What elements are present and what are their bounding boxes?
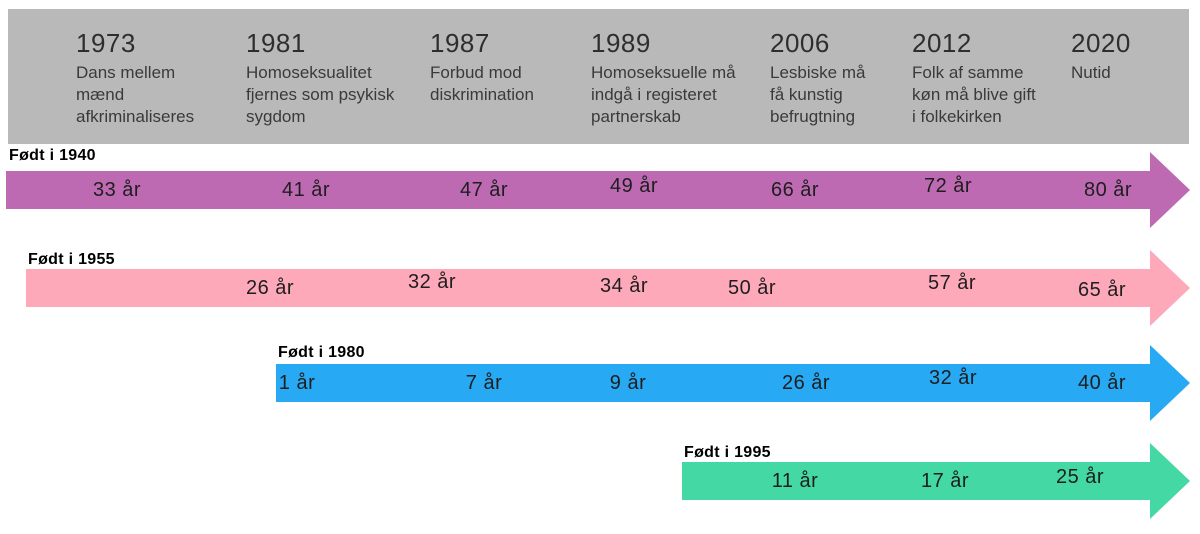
milestone-column: 1989 Homoseksuelle må indgå i registeret pa…: [591, 28, 736, 128]
arrowhead-icon: [1150, 250, 1190, 326]
timeline-bar: [682, 462, 1150, 500]
age-label: 47 år: [459, 179, 509, 201]
age-label: 25 år: [1055, 466, 1105, 488]
milestone-desc-line: afkriminaliseres: [76, 107, 195, 126]
milestone-desc-line: Lesbiske må: [770, 63, 866, 82]
milestone-desc-line: i folkekirken: [912, 107, 1002, 126]
milestone-desc-line: befrugtning: [770, 107, 856, 126]
age-label: 1 år: [278, 372, 316, 394]
milestone-desc-line: sygdom: [246, 107, 306, 126]
birth-year-label: Født i 1980: [278, 344, 365, 361]
birth-year-label: Født i 1955: [28, 251, 115, 268]
milestone-desc-line: køn må blive gift: [912, 85, 1036, 104]
milestone-description: Homoseksuelle må indgå i registeret partne…: [591, 62, 736, 128]
milestone-column: 2020 Nutid: [1071, 28, 1131, 84]
age-label: 7 år: [465, 372, 503, 394]
milestone-year: 2006: [770, 28, 830, 58]
milestone-year: 1973: [76, 28, 136, 58]
milestone-desc-line: fjernes som psykisk: [246, 85, 395, 104]
timeline-bar: [6, 171, 1150, 209]
milestone-desc-line: Homoseksualitet: [246, 63, 372, 82]
milestone-column: 1973 Dans mellem mænd afkriminaliseres: [76, 28, 194, 128]
age-label: 34 år: [599, 275, 649, 297]
milestone-description: Dans mellem mænd afkriminaliseres: [76, 62, 194, 128]
age-label: 17 år: [920, 470, 970, 492]
birth-year-label: Født i 1995: [684, 444, 771, 461]
milestone-description: Folk af samme køn må blive gift i folkekir…: [912, 62, 1036, 128]
milestone-desc-line: få kunstig: [770, 85, 843, 104]
milestone-year: 1981: [246, 28, 306, 58]
age-label: 80 år: [1083, 179, 1133, 201]
milestone-column: 1987 Forbud mod diskrimination: [430, 28, 534, 106]
age-label: 32 år: [407, 271, 457, 293]
age-label: 26 år: [781, 372, 831, 394]
milestone-desc-line: mænd: [76, 85, 125, 104]
age-label: 32 år: [928, 367, 978, 389]
age-label: 72 år: [923, 175, 973, 197]
age-label: 9 år: [609, 372, 647, 394]
milestone-desc-line: Homoseksuelle må: [591, 63, 736, 82]
age-label: 40 år: [1077, 372, 1127, 394]
milestone-description: Forbud mod diskrimination: [430, 62, 534, 106]
age-label: 11 år: [771, 470, 819, 492]
milestone-desc-line: Forbud mod: [430, 63, 522, 82]
milestone-description: Homoseksualitet fjernes som psykisk sygdom: [246, 62, 394, 128]
milestone-description: Lesbiske må få kunstig befrugtning: [770, 62, 865, 128]
timeline-bar: [276, 364, 1150, 402]
milestone-column: 1981 Homoseksualitet fjernes som psykisk sy…: [246, 28, 394, 128]
milestone-desc-line: indgå i registeret: [591, 85, 717, 104]
milestone-column: 2012 Folk af samme køn må blive gift i folk…: [912, 28, 1036, 128]
age-label: 49 år: [609, 175, 659, 197]
milestone-column: 2006 Lesbiske må få kunstig befrugtning: [770, 28, 865, 128]
age-label: 66 år: [770, 179, 820, 201]
milestones-header-band: [8, 9, 1189, 144]
milestone-description: Nutid: [1071, 62, 1131, 84]
birth-year-label: Født i 1940: [9, 147, 96, 164]
timeline-bar: [26, 269, 1150, 307]
arrowhead-icon: [1150, 345, 1190, 421]
milestone-desc-line: diskrimination: [430, 85, 534, 104]
milestone-year: 1989: [591, 28, 651, 58]
milestone-year: 2012: [912, 28, 972, 58]
milestone-year: 1987: [430, 28, 490, 58]
milestone-desc-line: Folk af samme: [912, 63, 1024, 82]
arrowhead-icon: [1150, 443, 1190, 519]
milestone-desc-line: Nutid: [1071, 63, 1111, 82]
arrowhead-icon: [1150, 152, 1190, 228]
age-label: 50 år: [727, 277, 777, 299]
milestone-desc-line: Dans mellem: [76, 63, 176, 82]
age-label: 26 år: [245, 277, 295, 299]
age-label: 33 år: [92, 179, 142, 201]
age-label: 57 år: [927, 272, 977, 294]
milestone-desc-line: partnerskab: [591, 107, 681, 126]
age-label: 65 år: [1077, 279, 1127, 301]
milestone-year: 2020: [1071, 28, 1131, 58]
age-label: 41 år: [281, 179, 331, 201]
